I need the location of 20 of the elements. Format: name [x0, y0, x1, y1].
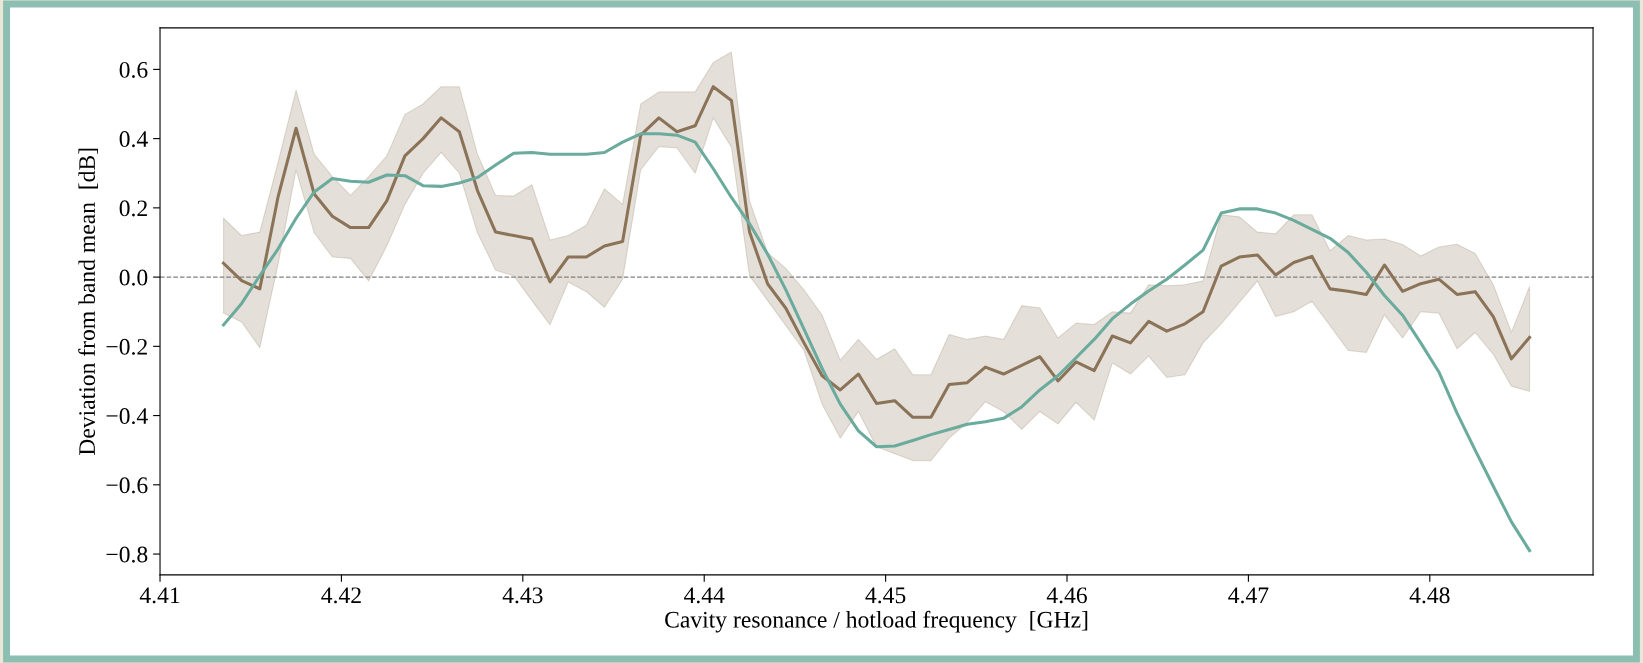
line-series [221, 85, 1532, 419]
x-tick-label: 4.43 [502, 587, 543, 604]
y-tick-label: 0.6 [119, 61, 148, 78]
y-tick-label: −0.2 [106, 338, 147, 355]
x-tick-label: 4.42 [321, 587, 361, 604]
line-series [221, 132, 1532, 553]
y-tick-label: 0.4 [119, 131, 148, 148]
y-tick-label: −0.8 [106, 546, 148, 563]
x-tick-label: 4.48 [1409, 587, 1450, 604]
x-tick-label: 4.46 [1046, 587, 1087, 604]
y-axis-title: Deviation from band mean [dB] [78, 148, 98, 456]
x-tick-label: 4.44 [684, 587, 725, 604]
y-tick-label: −0.6 [106, 477, 148, 494]
y-tick-label: 0.2 [119, 200, 147, 217]
y-tick-label: −0.4 [106, 408, 148, 425]
x-axis-title: Cavity resonance / hotload frequency [GHz] [665, 610, 1088, 633]
y-tick-label: 0.0 [119, 269, 148, 286]
x-tick-label: 4.41 [139, 587, 180, 604]
x-tick-label: 4.45 [865, 587, 906, 604]
x-tick-label: 4.47 [1228, 587, 1269, 604]
